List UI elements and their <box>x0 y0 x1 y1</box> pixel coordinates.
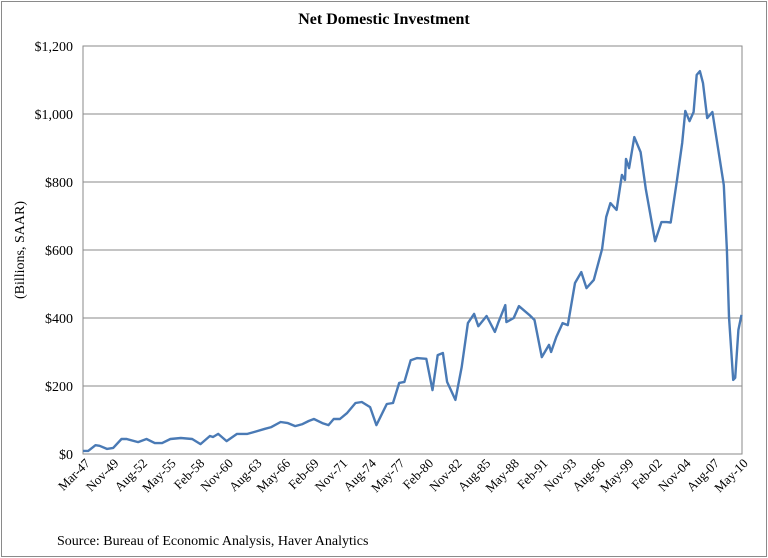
y-tick-label: $200 <box>45 380 73 395</box>
y-tick-label: $1,000 <box>35 108 74 123</box>
y-tick-label: $800 <box>45 176 73 191</box>
y-tick-label: $1,200 <box>35 40 74 55</box>
y-tick-label: $600 <box>45 244 73 259</box>
plot-area <box>82 45 743 455</box>
series-line <box>83 70 743 453</box>
y-axis-label: (Billions, SAAR) <box>13 201 28 299</box>
source-note: Source: Bureau of Economic Analysis, Hav… <box>57 534 368 549</box>
chart-title: Net Domestic Investment <box>298 11 470 28</box>
y-tick-label: $0 <box>59 448 73 463</box>
y-tick-label: $400 <box>45 312 73 327</box>
